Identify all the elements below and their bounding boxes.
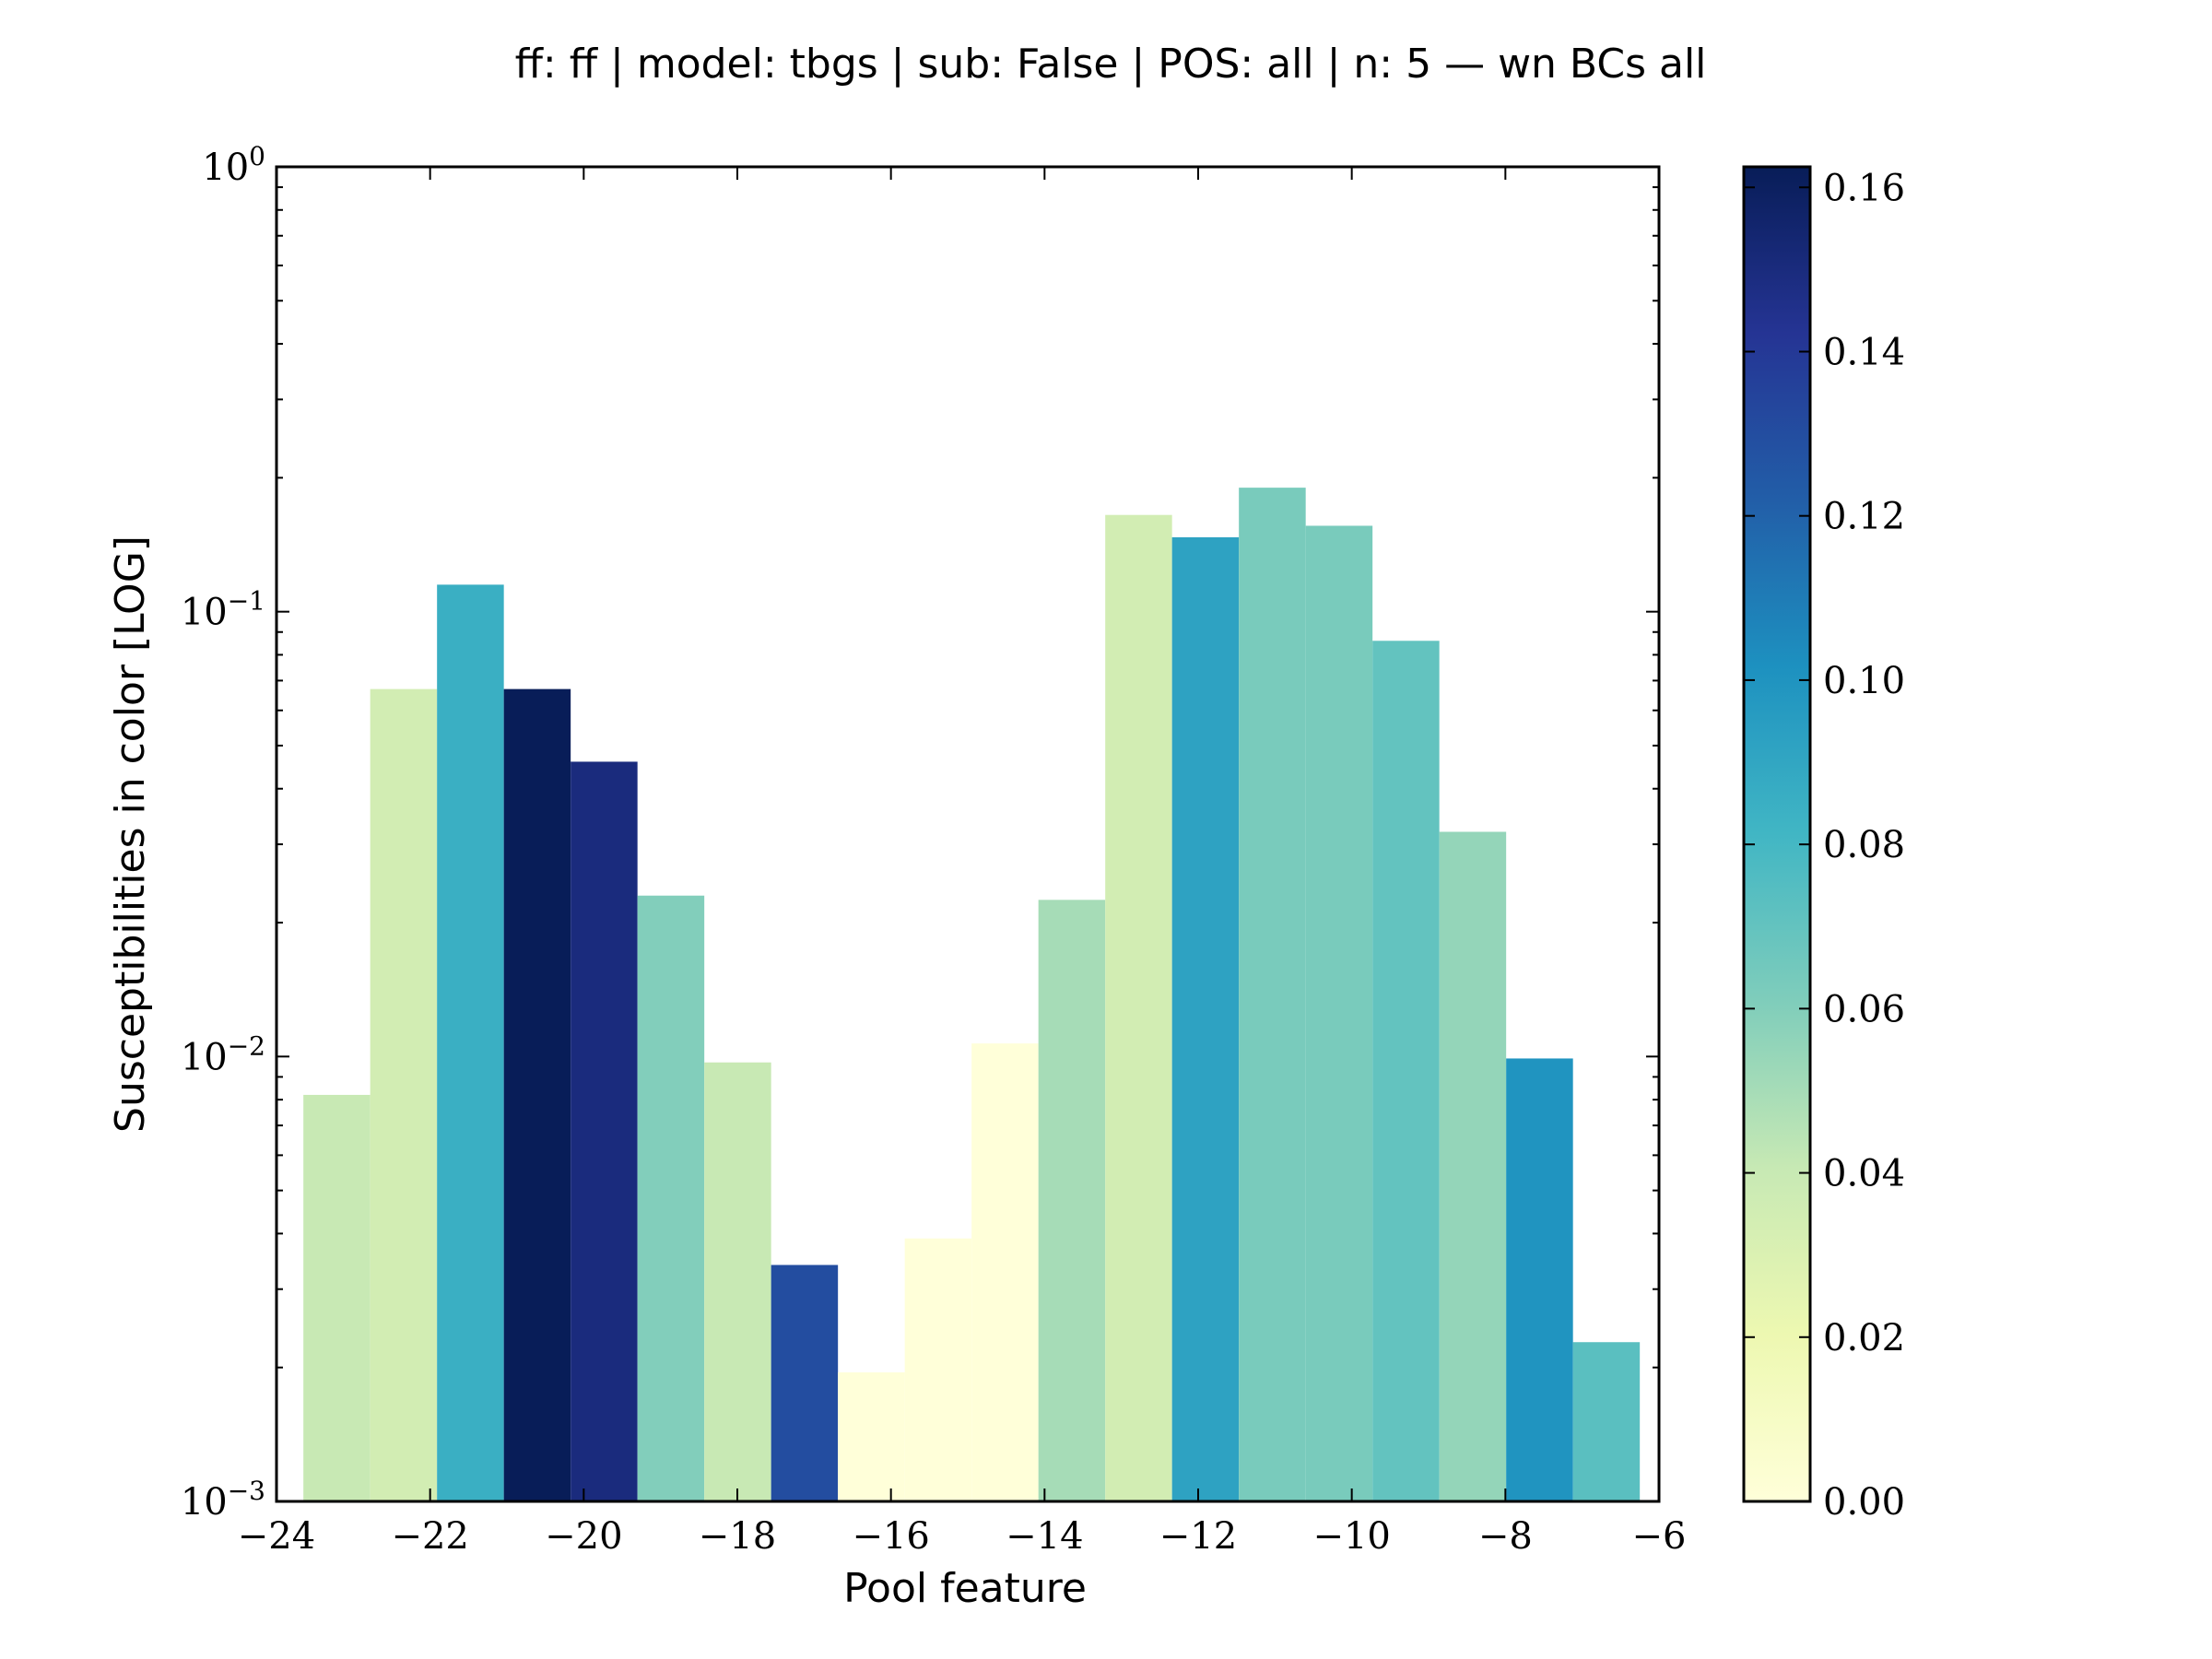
x-tick-labels: −24 −22 −20 −18 −16 −14 −12 −10 −8 −6 <box>238 1515 1687 1558</box>
bar-11 <box>1038 900 1106 1501</box>
colorbar-tick-label: 0.00 <box>1823 1481 1905 1524</box>
x-tick-label: −14 <box>1006 1515 1083 1558</box>
y-tick-label: 10−3 <box>181 1476 265 1524</box>
bar-15 <box>1305 525 1373 1501</box>
bar-14 <box>1239 488 1306 1501</box>
y-tick-labels: 100 10−1 10−2 10−3 <box>181 141 265 1524</box>
bar-6 <box>704 1062 771 1501</box>
bar-5 <box>637 895 705 1501</box>
x-tick-label: −24 <box>238 1515 315 1558</box>
y-axis-label: Susceptibilities in color [LOG] <box>107 535 154 1133</box>
chart-title: ff: ff | model: tbgs | sub: False | POS:… <box>515 41 1707 88</box>
colorbar-tick-label: 0.08 <box>1823 824 1905 866</box>
bar-9 <box>904 1238 972 1501</box>
colorbar-tick-label: 0.16 <box>1823 167 1905 209</box>
colorbar-tick-label: 0.04 <box>1823 1153 1905 1195</box>
bar-8 <box>838 1372 905 1501</box>
bar-13 <box>1171 536 1240 1501</box>
x-tick-label: −6 <box>1632 1515 1687 1558</box>
y-tick-label: 100 <box>202 141 265 189</box>
x-tick-label: −16 <box>852 1515 929 1558</box>
colorbar-gradient <box>1744 167 1810 1501</box>
colorbar-frame <box>1742 165 1812 1503</box>
bar-12 <box>1105 514 1172 1502</box>
x-tick-label: −18 <box>699 1515 776 1558</box>
x-tick-label: −12 <box>1159 1515 1237 1558</box>
y-tick-label: 10−1 <box>181 586 265 634</box>
x-tick-label: −22 <box>391 1515 468 1558</box>
bar-19 <box>1572 1342 1641 1501</box>
colorbar-tick-label: 0.06 <box>1823 988 1905 1030</box>
x-tick-label: −10 <box>1312 1515 1390 1558</box>
bar-16 <box>1372 641 1440 1501</box>
x-tick-label: −20 <box>545 1515 622 1558</box>
bar-10 <box>971 1043 1039 1501</box>
x-tick-label: −8 <box>1478 1515 1533 1558</box>
colorbar: 0.00 0.02 0.04 0.06 0.08 0.10 0.12 0.14 0.16 <box>1742 165 1905 1524</box>
colorbar-tick-label: 0.14 <box>1823 331 1905 373</box>
colorbar-tick-label: 0.12 <box>1823 496 1905 538</box>
bar-0 <box>303 1094 371 1501</box>
colorbar-tick-label: 0.10 <box>1823 660 1905 702</box>
colorbar-tick-label: 0.02 <box>1823 1317 1905 1359</box>
bar-18 <box>1506 1058 1573 1501</box>
plot-frame <box>275 165 1661 1503</box>
bar-7 <box>771 1265 839 1501</box>
colorbar-tick-labels: 0.00 0.02 0.04 0.06 0.08 0.10 0.12 0.14 0.16 <box>1823 167 1905 1524</box>
x-axis-label: Pool feature <box>843 1565 1087 1612</box>
y-tick-label: 10−2 <box>181 1030 265 1078</box>
plot-bars <box>303 488 1641 1502</box>
bar-2 <box>437 584 504 1501</box>
bar-3 <box>503 688 571 1501</box>
bar-1 <box>370 688 438 1501</box>
bar-17 <box>1439 831 1507 1501</box>
bar-4 <box>571 761 638 1501</box>
